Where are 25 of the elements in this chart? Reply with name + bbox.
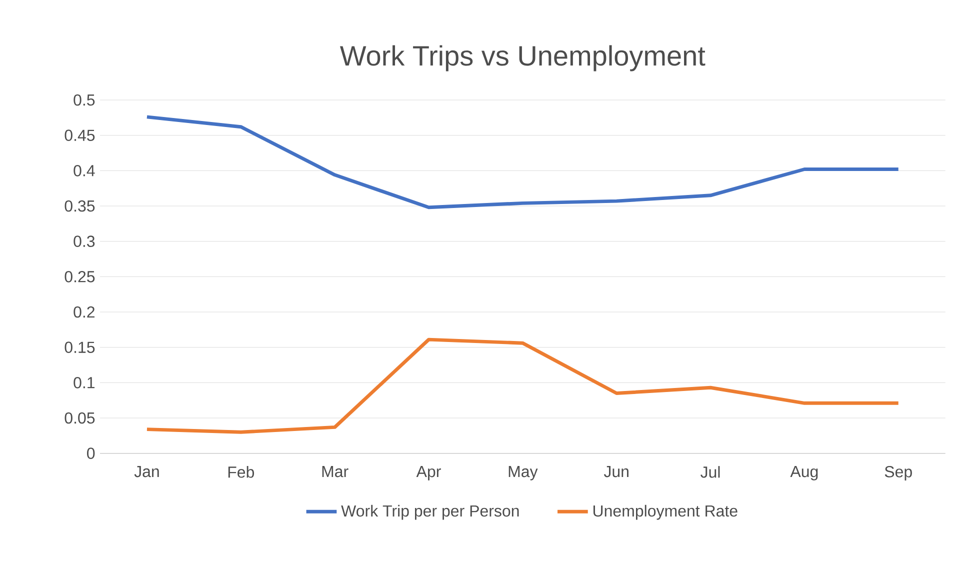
y-tick-label: 0.05 xyxy=(64,412,95,424)
y-tick-label: 0.25 xyxy=(64,271,95,282)
y-tick-label: 0.15 xyxy=(64,342,95,353)
x-tick-label: Sep xyxy=(884,466,912,481)
line-series xyxy=(145,115,900,210)
x-tick-label: Feb xyxy=(228,466,254,478)
x-tick-label: Jul xyxy=(700,466,720,478)
x-tick-label: Mar xyxy=(322,466,348,478)
x-tick-label: Jun xyxy=(604,466,628,478)
y-tick-label: 0.1 xyxy=(74,377,95,388)
chart-title: Work Trips vs Unemployment xyxy=(340,45,706,72)
y-tick-label: 0.35 xyxy=(64,200,95,212)
legend-label: Unemployment Rate xyxy=(593,504,738,520)
y-tick-label: 0.3 xyxy=(74,236,95,247)
x-tick-label: May xyxy=(508,466,538,480)
x-tick-label: Apr xyxy=(416,466,441,480)
y-tick-label: 0.2 xyxy=(74,306,94,318)
y-tick-label: 0.5 xyxy=(74,94,95,106)
y-tick-label: 0.4 xyxy=(74,165,95,176)
line-series xyxy=(145,338,900,434)
x-tick-label: Aug xyxy=(790,466,818,480)
x-tick-label: Jan xyxy=(134,466,159,478)
y-tick-label: 0 xyxy=(87,448,95,459)
y-tick-label: 0.45 xyxy=(64,130,95,141)
legend-label: Work Trip per per Person xyxy=(341,504,519,520)
